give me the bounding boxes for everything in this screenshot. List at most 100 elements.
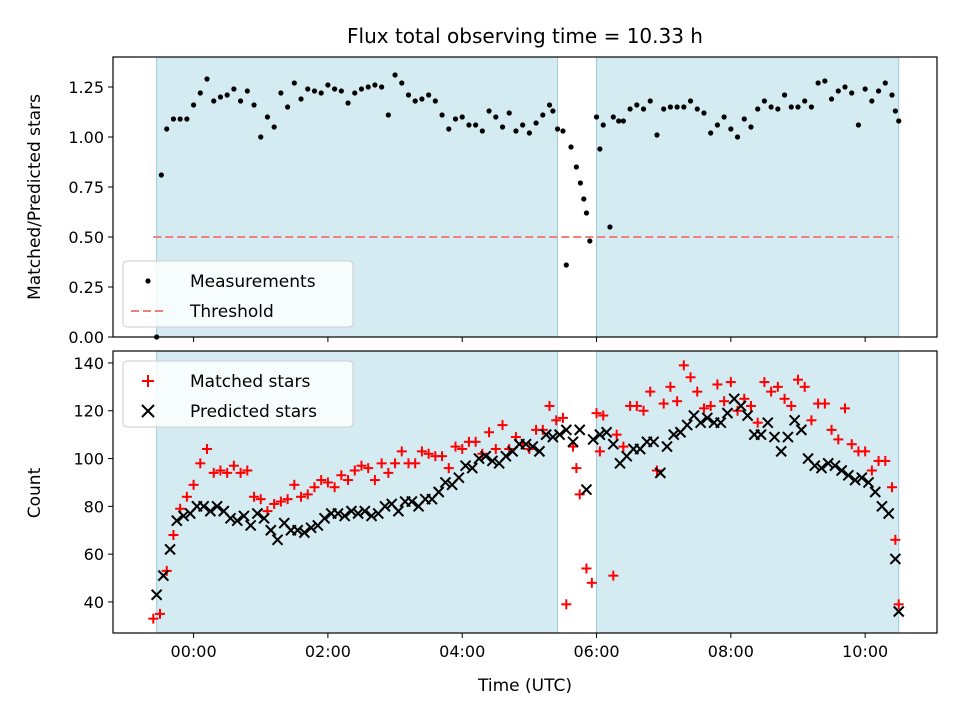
measurement-point xyxy=(164,126,170,132)
matched-stars-point xyxy=(725,377,736,388)
measurement-point xyxy=(217,94,224,100)
predicted-stars-point xyxy=(453,471,465,484)
predicted-stars-point-stroke xyxy=(480,450,492,462)
matched-stars-point xyxy=(396,446,407,457)
matched-stars-point xyxy=(833,434,844,445)
predicted-stars-point xyxy=(835,464,848,477)
measurement-point xyxy=(211,98,217,104)
measurement-point xyxy=(533,120,539,126)
matched-stars-point xyxy=(685,372,696,383)
measurement-point xyxy=(875,88,882,94)
matched-stars-point xyxy=(222,467,233,478)
matched-stars-point xyxy=(665,381,676,392)
measurement-point xyxy=(563,262,569,268)
predicted-stars-point-stroke xyxy=(258,512,270,524)
measurement-point xyxy=(828,96,835,102)
measurement-point xyxy=(190,102,197,108)
measurement-point xyxy=(674,104,680,110)
bottom-xtick-label: 10:00 xyxy=(842,642,888,661)
measurement-point xyxy=(768,104,774,110)
measurement-point xyxy=(325,82,331,88)
predicted-stars-point-stroke xyxy=(466,462,478,474)
predicted-stars-point xyxy=(809,460,821,472)
predicted-stars-point xyxy=(224,512,237,524)
predicted-stars-point xyxy=(574,424,586,436)
measurement-point xyxy=(701,110,707,116)
predicted-stars-point xyxy=(768,431,781,443)
measurement-point xyxy=(640,106,647,112)
measurement-point xyxy=(244,88,250,94)
measurement-point xyxy=(285,104,291,110)
measurement-point xyxy=(298,96,304,102)
predicted-stars-point xyxy=(775,445,787,458)
matched-stars-point xyxy=(594,446,605,457)
predicted-stars-point-stroke xyxy=(533,445,546,458)
measurement-point xyxy=(459,114,465,120)
measurement-point xyxy=(231,86,237,92)
predicted-stars-point xyxy=(500,450,512,462)
matched-stars-point xyxy=(732,405,743,416)
measurement-point xyxy=(546,102,553,108)
matched-stars-point xyxy=(383,467,394,478)
bottom-chart: 40 60 80 100 120 140 00:00 02:00 04:00 06:00 08:00… xyxy=(73,350,938,661)
measurement-point xyxy=(291,80,297,86)
measurement-point xyxy=(610,114,616,120)
predicted-stars-point xyxy=(594,428,606,441)
matched-stars-point xyxy=(799,381,810,392)
measurement-point xyxy=(862,86,868,92)
predicted-stars-point xyxy=(473,452,485,465)
predicted-stars-point-stroke xyxy=(607,438,620,450)
measurement-point xyxy=(264,114,271,120)
matched-stars-point xyxy=(376,458,387,469)
predicted-stars-point xyxy=(829,460,841,472)
predicted-stars-point xyxy=(265,524,277,536)
matched-stars-point xyxy=(631,400,642,411)
measurement-point xyxy=(835,88,841,94)
top-ytick-label: 1.00 xyxy=(68,128,104,147)
matched-stars-point xyxy=(598,410,609,421)
measurement-point xyxy=(184,116,190,122)
measurement-point xyxy=(577,180,584,186)
bottom-xtick-label: 02:00 xyxy=(305,642,351,661)
predicted-stars-point xyxy=(432,486,445,498)
bottom-legend-label: Matched stars xyxy=(190,372,310,392)
predicted-stars-point xyxy=(291,524,304,536)
predicted-stars-point xyxy=(171,514,183,527)
predicted-stars-point-stroke xyxy=(755,428,767,441)
matched-stars-point xyxy=(296,491,307,502)
measurement-point xyxy=(251,102,257,108)
measurement-point xyxy=(554,126,561,132)
measurement-point xyxy=(446,126,452,132)
predicted-stars-point-stroke xyxy=(204,505,217,517)
matched-stars-point xyxy=(457,443,468,454)
predicted-stars-point-stroke xyxy=(352,507,364,520)
predicted-stars-point-stroke xyxy=(882,507,895,520)
matched-stars-point xyxy=(839,403,850,414)
measurement-point xyxy=(761,98,768,104)
predicted-stars-point-stroke xyxy=(406,495,418,508)
matched-stars-point xyxy=(826,424,837,435)
bottom-ytick-label: 40 xyxy=(84,593,104,612)
matched-stars-point xyxy=(586,577,597,588)
predicted-stars-point-stroke xyxy=(177,510,190,522)
predicted-stars-point xyxy=(338,510,351,522)
top-chart: 0.00 0.25 0.50 0.75 1.00 1.25 Measurements Thre… xyxy=(68,56,938,347)
predicted-stars-point-stroke xyxy=(768,431,781,443)
measurement-point xyxy=(842,84,848,90)
matched-stars-point xyxy=(786,400,797,411)
matched-stars-point xyxy=(752,417,763,428)
bottom-legend-box xyxy=(122,360,354,428)
matched-stars-point xyxy=(497,420,508,431)
predicted-stars-point-stroke xyxy=(654,467,667,479)
measurement-point xyxy=(822,78,828,84)
measurement-point xyxy=(177,116,183,122)
predicted-stars-point-stroke xyxy=(835,464,848,477)
top-chart-title: Flux total observing time = 10.33 h xyxy=(347,24,703,48)
predicted-stars-point xyxy=(197,500,210,513)
measurement-point xyxy=(647,98,653,104)
measurement-point xyxy=(345,100,351,106)
predicted-stars-point xyxy=(822,457,834,470)
predicted-stars-point-stroke xyxy=(862,476,875,489)
measurement-point xyxy=(358,86,365,92)
